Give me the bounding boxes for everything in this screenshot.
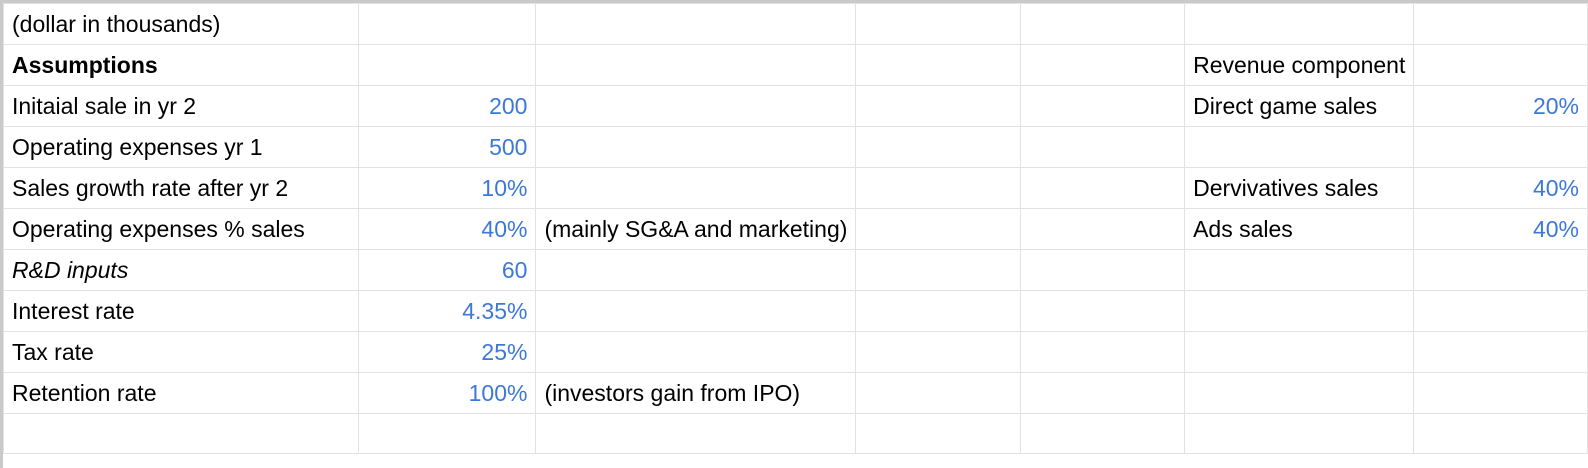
cell[interactable] xyxy=(535,413,857,454)
cell[interactable] xyxy=(1413,331,1588,373)
assumption-value-cell[interactable]: 4.35% xyxy=(358,290,537,332)
assumptions-header-cell[interactable]: Assumptions xyxy=(2,44,360,86)
cell-grid: (dollar in thousands) Assumptions Revenu… xyxy=(2,3,1588,454)
cell[interactable] xyxy=(1184,126,1415,168)
cell[interactable] xyxy=(855,413,1022,454)
assumption-value-cell[interactable]: 10% xyxy=(358,167,537,209)
cell[interactable] xyxy=(855,372,1022,414)
assumption-value-cell[interactable]: 500 xyxy=(358,126,537,168)
row-3: Initaial sale in yr 2 200 Direct game sa… xyxy=(2,85,1588,127)
assumption-value-cell[interactable]: 60 xyxy=(358,249,537,291)
row-4: Operating expenses yr 1 500 xyxy=(2,126,1588,168)
cell[interactable] xyxy=(535,44,857,86)
assumption-value-cell[interactable]: 100% xyxy=(358,372,537,414)
cell[interactable] xyxy=(855,44,1022,86)
assumption-label-cell[interactable]: Operating expenses % sales xyxy=(2,208,360,250)
assumption-label-cell[interactable]: Operating expenses yr 1 xyxy=(2,126,360,168)
assumption-label-cell[interactable]: Sales growth rate after yr 2 xyxy=(2,167,360,209)
cell[interactable] xyxy=(1020,372,1186,414)
revenue-value-cell[interactable]: 20% xyxy=(1413,85,1588,127)
cell[interactable] xyxy=(855,208,1022,250)
revenue-label-cell[interactable]: Dervivatives sales xyxy=(1184,167,1415,209)
cell[interactable] xyxy=(1413,372,1588,414)
cell[interactable] xyxy=(1184,249,1415,291)
cell[interactable] xyxy=(855,249,1022,291)
row-7: R&D inputs 60 xyxy=(2,249,1588,291)
cell[interactable] xyxy=(1020,167,1186,209)
revenue-value-cell[interactable]: 40% xyxy=(1413,167,1588,209)
cell[interactable] xyxy=(1184,290,1415,332)
cell[interactable] xyxy=(855,167,1022,209)
cell[interactable] xyxy=(535,126,857,168)
cell[interactable] xyxy=(535,331,857,373)
assumption-note-cell[interactable]: (mainly SG&A and marketing) xyxy=(535,208,857,250)
cell[interactable] xyxy=(1413,44,1588,86)
assumption-label-cell[interactable]: Retention rate xyxy=(2,372,360,414)
cell[interactable] xyxy=(1020,331,1186,373)
revenue-header-cell[interactable]: Revenue component xyxy=(1184,44,1415,86)
row-5: Sales growth rate after yr 2 10% Derviva… xyxy=(2,167,1588,209)
cell[interactable] xyxy=(1184,3,1415,45)
cell[interactable] xyxy=(1413,290,1588,332)
row-2: Assumptions Revenue component xyxy=(2,44,1588,86)
assumption-label-cell[interactable]: Tax rate xyxy=(2,331,360,373)
revenue-value-cell[interactable]: 40% xyxy=(1413,208,1588,250)
cell[interactable] xyxy=(1413,126,1588,168)
row-11 xyxy=(2,413,1588,454)
cell[interactable] xyxy=(855,126,1022,168)
cell[interactable] xyxy=(1020,126,1186,168)
assumption-label-cell[interactable]: Interest rate xyxy=(2,290,360,332)
assumption-value-cell[interactable]: 25% xyxy=(358,331,537,373)
cell[interactable] xyxy=(1184,413,1415,454)
cell[interactable] xyxy=(535,3,857,45)
cell[interactable] xyxy=(1413,3,1588,45)
row-8: Interest rate 4.35% xyxy=(2,290,1588,332)
cell[interactable] xyxy=(1020,44,1186,86)
cell[interactable] xyxy=(855,3,1022,45)
cell[interactable] xyxy=(2,413,360,454)
cell[interactable] xyxy=(535,249,857,291)
cell[interactable] xyxy=(855,331,1022,373)
cell[interactable] xyxy=(1020,290,1186,332)
cell[interactable] xyxy=(535,167,857,209)
cell[interactable] xyxy=(1184,331,1415,373)
revenue-label-cell[interactable]: Direct game sales xyxy=(1184,85,1415,127)
cell[interactable] xyxy=(855,290,1022,332)
row-1: (dollar in thousands) xyxy=(2,3,1588,45)
cell[interactable] xyxy=(1020,413,1186,454)
cell[interactable] xyxy=(1413,413,1588,454)
row-10: Retention rate 100% (investors gain from… xyxy=(2,372,1588,414)
cell[interactable] xyxy=(358,3,537,45)
cell[interactable] xyxy=(1020,3,1186,45)
grid-left-border xyxy=(0,0,3,468)
assumption-label-cell[interactable]: Initaial sale in yr 2 xyxy=(2,85,360,127)
cell[interactable] xyxy=(1020,85,1186,127)
assumption-value-cell[interactable]: 200 xyxy=(358,85,537,127)
assumption-value-cell[interactable]: 40% xyxy=(358,208,537,250)
cell[interactable] xyxy=(1020,249,1186,291)
assumption-label-cell[interactable]: R&D inputs xyxy=(2,249,360,291)
row-9: Tax rate 25% xyxy=(2,331,1588,373)
revenue-label-cell[interactable]: Ads sales xyxy=(1184,208,1415,250)
cell[interactable] xyxy=(855,85,1022,127)
grid-top-border xyxy=(0,0,1588,3)
unit-note-cell[interactable]: (dollar in thousands) xyxy=(2,3,360,45)
cell[interactable] xyxy=(358,413,537,454)
cell[interactable] xyxy=(535,85,857,127)
row-6: Operating expenses % sales 40% (mainly S… xyxy=(2,208,1588,250)
assumption-note-cell[interactable]: (investors gain from IPO) xyxy=(535,372,857,414)
cell[interactable] xyxy=(1184,372,1415,414)
cell[interactable] xyxy=(358,44,537,86)
cell[interactable] xyxy=(1413,249,1588,291)
cell[interactable] xyxy=(1020,208,1186,250)
cell[interactable] xyxy=(535,290,857,332)
